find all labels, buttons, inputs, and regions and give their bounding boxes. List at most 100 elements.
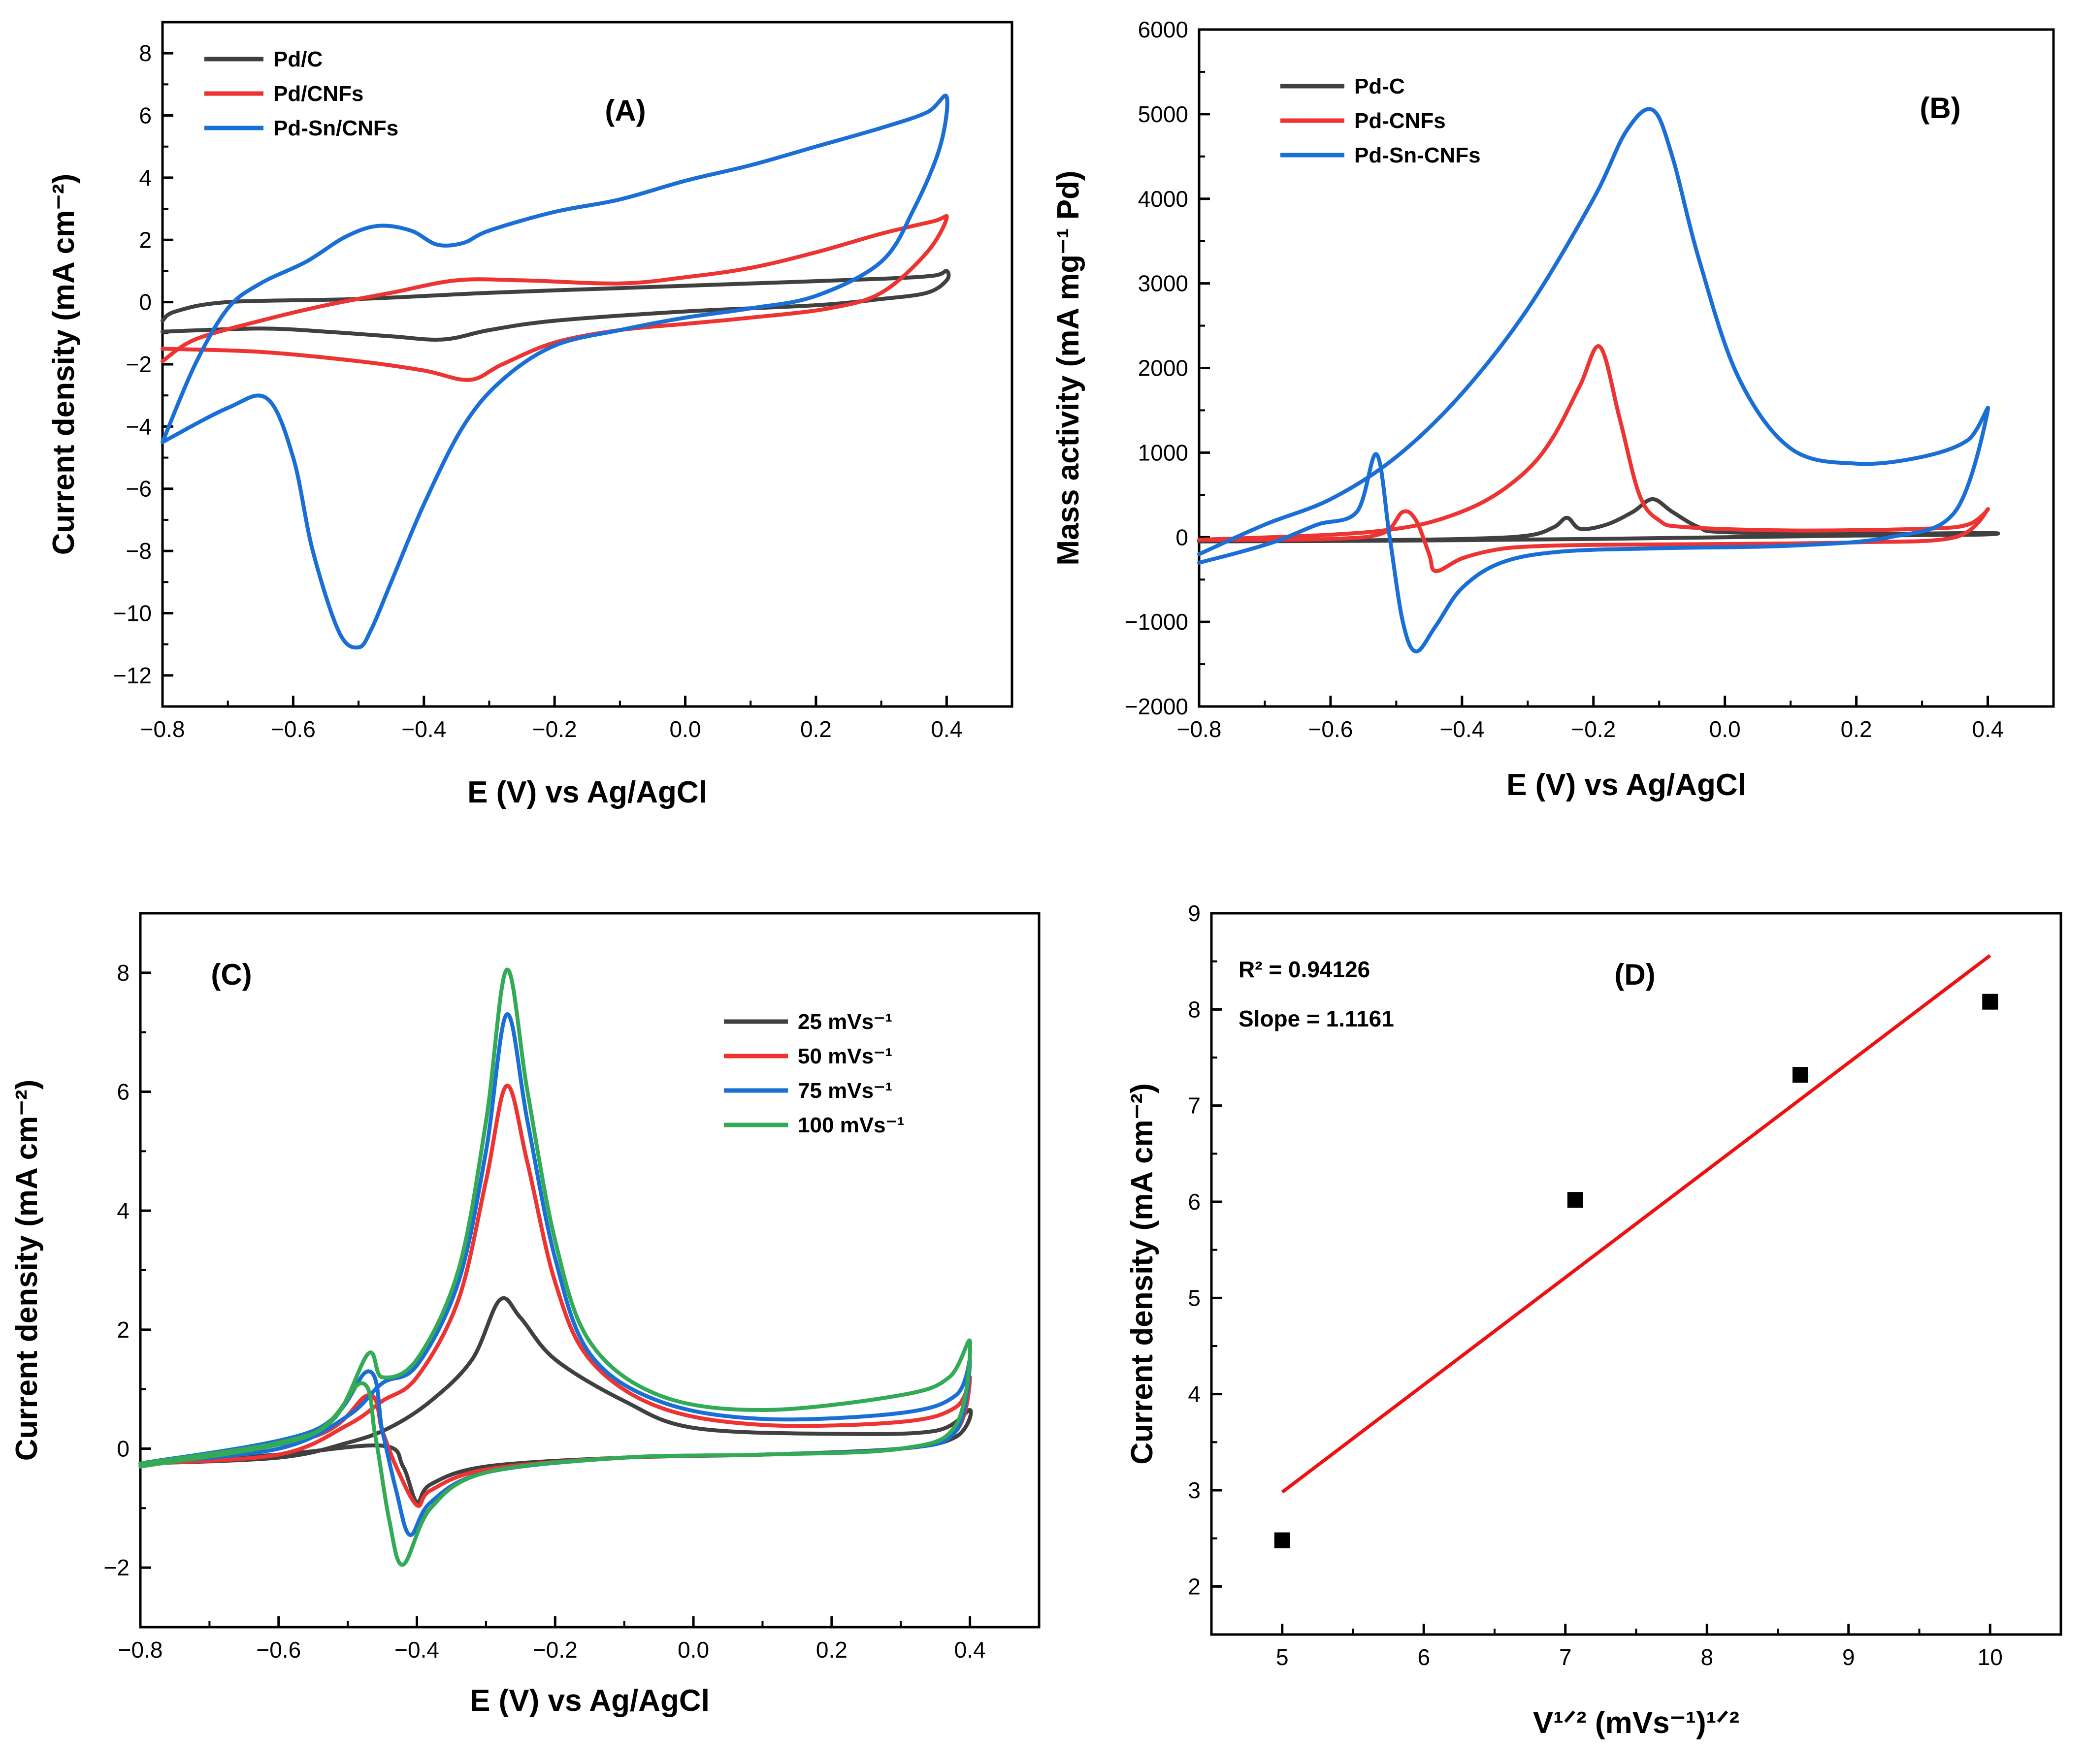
x-axis-title: V¹ᐟ² (mVs⁻¹)¹ᐟ² — [1533, 1706, 1739, 1740]
y-tick-label: 2 — [139, 227, 152, 253]
y-tick-label: 8 — [139, 40, 152, 66]
data-point — [1274, 1532, 1290, 1548]
legend-label: 50 mVs⁻¹ — [798, 1044, 892, 1068]
x-tick-label: −0.6 — [271, 716, 316, 742]
x-tick-label: −0.8 — [140, 716, 185, 742]
x-tick-label: 0.0 — [670, 716, 701, 742]
series-line-3 — [138, 1012, 972, 1537]
y-tick-label: 6 — [117, 1079, 130, 1105]
r-squared-annotation: R² = 0.94126 — [1239, 957, 1370, 982]
x-tick-label: 0.4 — [954, 1637, 986, 1663]
y-tick-label: 9 — [1188, 900, 1201, 926]
x-tick-label: 0.2 — [800, 716, 832, 742]
x-tick-label: −0.2 — [1571, 716, 1616, 742]
y-tick-label: 4 — [117, 1198, 130, 1223]
x-tick-label: −0.4 — [394, 1637, 439, 1663]
series-line-1 — [138, 1296, 973, 1505]
x-tick-label: 0.4 — [931, 716, 962, 742]
series-line-1 — [161, 269, 951, 342]
data-point — [1793, 1067, 1808, 1083]
y-tick-label: 0 — [117, 1436, 130, 1462]
x-tick-label: −0.2 — [533, 1637, 578, 1663]
y-axis-title: Current density (mA cm⁻²) — [10, 1080, 44, 1461]
y-tick-label: −2000 — [1125, 694, 1188, 719]
x-tick-label: −0.4 — [1439, 716, 1484, 742]
y-tick-label: 4000 — [1138, 186, 1188, 212]
panel-c: −0.8 −0.6 −0.4 −0.2 0.0 0.2 0.4 −2 0 2 4 6 8 E (V) vs… — [10, 912, 1041, 1718]
y-tick-label: −2 — [104, 1555, 130, 1580]
y-tick-label: −2 — [126, 352, 152, 377]
y-tick-label: 2000 — [1138, 355, 1188, 381]
y-tick-label: 6000 — [1138, 17, 1188, 42]
x-tick-label: −0.2 — [532, 716, 577, 742]
y-axis-title: Mass activity (mA mg⁻¹ Pd) — [1051, 170, 1085, 565]
y-tick-label: 3000 — [1138, 271, 1188, 296]
y-tick-label: 5000 — [1138, 101, 1188, 127]
y-tick-label: −8 — [126, 538, 152, 564]
data-point — [1567, 1192, 1583, 1208]
series-line-2 — [138, 1084, 972, 1508]
panel-b: −0.8 −0.6 −0.4 −0.2 0.0 0.2 0.4 −2000 −1000 0 1000… — [1051, 17, 2055, 802]
y-tick-label: 2 — [1188, 1573, 1201, 1599]
y-tick-label: 5 — [1188, 1285, 1201, 1311]
panel-a: −0.8 −0.6 −0.4 −0.2 0.0 0.2 0.4 −12 −10 −8 −6 −4 −2 0… — [47, 21, 1013, 809]
x-tick-label: 9 — [1842, 1644, 1855, 1670]
data-point — [1982, 994, 1998, 1010]
y-tick-label: 7 — [1188, 1093, 1201, 1119]
legend-label: 75 mVs⁻¹ — [798, 1079, 892, 1103]
series-line-2 — [1197, 344, 1990, 573]
series-line-2 — [161, 214, 949, 382]
x-tick-label: 10 — [1978, 1644, 2003, 1670]
x-tick-label: 5 — [1276, 1644, 1289, 1670]
slope-annotation: Slope = 1.1161 — [1239, 1006, 1394, 1031]
y-tick-label: 6 — [139, 103, 152, 128]
x-axis-title: E (V) vs Ag/AgCl — [1506, 768, 1746, 802]
x-tick-label: 0.2 — [816, 1637, 847, 1663]
series-line-1 — [1197, 497, 2000, 544]
legend-label: Pd-CNFs — [1354, 109, 1446, 133]
y-tick-label: 4 — [139, 165, 152, 191]
y-tick-label: 1000 — [1138, 440, 1188, 465]
y-tick-label: 4 — [1188, 1381, 1201, 1407]
panel-label: (D) — [1614, 958, 1655, 991]
x-tick-label: 6 — [1417, 1644, 1430, 1670]
fit-line — [1281, 954, 1991, 1494]
y-tick-label: −1000 — [1125, 609, 1188, 635]
x-tick-label: −0.4 — [401, 716, 446, 742]
series-line-3 — [161, 94, 949, 650]
y-axis-title: Current density (mA cm⁻²) — [47, 174, 81, 555]
x-axis-title: E (V) vs Ag/AgCl — [467, 775, 707, 809]
x-tick-label: 0.4 — [1972, 716, 2004, 742]
y-tick-label: −6 — [126, 476, 152, 502]
y-tick-label: −4 — [126, 414, 152, 439]
x-tick-label: 0.0 — [1709, 716, 1741, 742]
x-tick-label: 0.2 — [1841, 716, 1872, 742]
y-tick-label: −10 — [113, 600, 152, 626]
y-axis-title: Current density (mA cm⁻²) — [1125, 1083, 1159, 1465]
y-tick-label: 3 — [1188, 1477, 1201, 1503]
y-tick-label: 8 — [117, 960, 130, 986]
series-line-3 — [1197, 107, 1990, 654]
x-tick-label: 0.0 — [678, 1637, 709, 1663]
x-tick-label: −0.8 — [118, 1637, 163, 1663]
x-tick-label: −0.6 — [1308, 716, 1353, 742]
legend-label: 100 mVs⁻¹ — [798, 1113, 904, 1137]
legend-label: Pd-Sn-CNFs — [1354, 143, 1481, 167]
legend-label: Pd/CNFs — [273, 82, 363, 106]
x-tick-label: 7 — [1559, 1644, 1572, 1670]
panel-label: (A) — [605, 94, 646, 127]
x-axis-title: E (V) vs Ag/AgCl — [470, 1684, 710, 1718]
legend-label: Pd-Sn/CNFs — [273, 116, 398, 140]
y-tick-label: −12 — [113, 663, 152, 688]
y-tick-label: 2 — [117, 1317, 130, 1343]
panel-label: (B) — [1920, 92, 1960, 125]
panel-label: (C) — [211, 958, 252, 991]
legend-label: Pd/C — [273, 47, 323, 71]
legend-label: 25 mVs⁻¹ — [798, 1010, 892, 1034]
y-tick-label: 8 — [1188, 996, 1201, 1022]
y-tick-label: 0 — [1175, 524, 1188, 550]
x-tick-label: −0.6 — [256, 1637, 301, 1663]
series-line-4 — [138, 967, 973, 1567]
